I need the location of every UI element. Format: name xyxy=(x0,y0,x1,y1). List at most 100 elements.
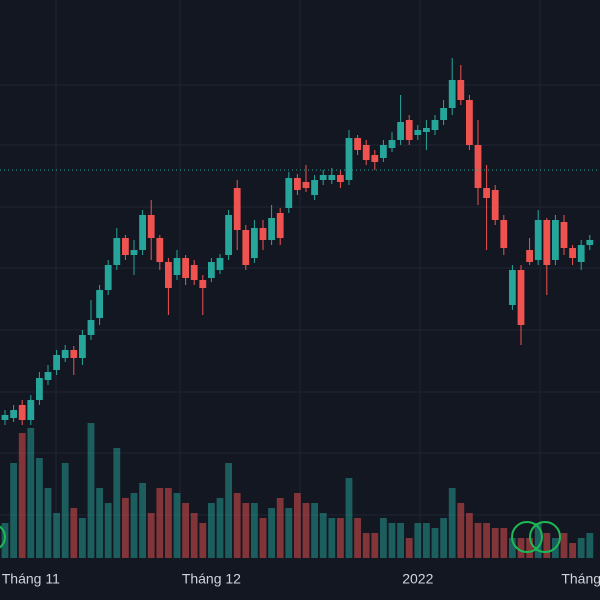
volume-bar xyxy=(380,518,387,558)
event-marker[interactable] xyxy=(0,524,6,550)
candle-body xyxy=(466,100,473,145)
volume-bar xyxy=(122,498,129,558)
candle-body xyxy=(362,145,370,160)
candle-body xyxy=(423,128,430,132)
volume-bar xyxy=(18,433,26,558)
candle-body xyxy=(457,80,465,100)
candle-body xyxy=(354,138,361,150)
candle-body xyxy=(10,410,17,418)
candle-body xyxy=(18,405,26,420)
candle-body xyxy=(199,280,207,288)
volume-bar xyxy=(96,488,103,558)
candle-body xyxy=(216,258,224,270)
volume-bar xyxy=(104,503,112,558)
candle-body xyxy=(276,213,284,238)
volume-bar xyxy=(491,528,499,558)
candle-body xyxy=(543,220,551,265)
candle-body xyxy=(268,218,275,240)
volume-bar xyxy=(509,538,516,558)
candle-body xyxy=(388,140,396,148)
candle-body xyxy=(560,222,568,248)
candle-body xyxy=(44,372,52,380)
candle-body xyxy=(302,182,310,188)
volume-bar xyxy=(225,463,232,558)
volume-bar xyxy=(251,503,258,558)
candle-body xyxy=(414,130,422,135)
candle-body xyxy=(156,238,164,262)
event-marker[interactable] xyxy=(511,521,543,553)
candle-body xyxy=(147,215,155,238)
candle-body xyxy=(96,290,103,318)
volume-bar xyxy=(27,428,35,558)
volume-bar xyxy=(233,493,241,558)
volume-bar xyxy=(560,533,568,558)
candle-body xyxy=(397,122,404,140)
volume-bar xyxy=(199,523,207,558)
candle-body xyxy=(328,175,336,180)
candle-body xyxy=(526,250,533,262)
candle-body xyxy=(440,108,447,120)
x-tick-label: Tháng 11 xyxy=(2,571,60,587)
candle-body xyxy=(122,238,129,255)
volume-bar xyxy=(534,523,542,558)
volume-bar xyxy=(345,478,353,558)
volume-bar xyxy=(440,518,447,558)
volume-bar xyxy=(388,523,396,558)
volume-bar xyxy=(466,513,473,558)
volume-bar xyxy=(259,518,267,558)
volume-bar xyxy=(156,488,164,558)
candle-body xyxy=(259,228,267,240)
candle-body xyxy=(534,220,542,260)
candle-body xyxy=(319,175,327,180)
volume-bar xyxy=(405,538,413,558)
volume-bar xyxy=(268,508,275,558)
candle-body xyxy=(517,270,525,325)
volume-bar xyxy=(79,518,86,558)
volume-bar xyxy=(87,423,95,558)
candle-body xyxy=(190,265,198,280)
volume-bar xyxy=(147,513,155,558)
candle-body xyxy=(104,265,112,290)
volume-bar xyxy=(302,503,310,558)
volume-bar xyxy=(173,493,181,558)
candle-body xyxy=(586,240,594,245)
candle-body xyxy=(448,80,456,108)
candle-body xyxy=(285,178,293,208)
candle-body xyxy=(474,145,482,188)
x-tick-label: 2022 xyxy=(402,571,433,587)
candle-body xyxy=(294,178,301,190)
volume-bar xyxy=(354,518,361,558)
volume-bar xyxy=(371,533,379,558)
volume-bar xyxy=(457,503,465,558)
volume-bar xyxy=(448,488,456,558)
candle-body xyxy=(61,350,69,358)
event-marker[interactable] xyxy=(529,521,561,553)
volume-bar xyxy=(474,523,482,558)
volume-bar xyxy=(311,503,318,558)
volume-bar xyxy=(414,523,422,558)
volume-bar xyxy=(500,528,508,558)
volume-bar xyxy=(517,538,525,558)
candle-body xyxy=(130,250,138,255)
volume-bar xyxy=(285,508,293,558)
volume-bar xyxy=(61,463,69,558)
candle-body xyxy=(70,350,78,358)
volume-bar xyxy=(526,538,533,558)
candle-body xyxy=(491,190,499,220)
candle-body xyxy=(500,220,508,248)
candle-body xyxy=(577,245,585,262)
volume-bar xyxy=(431,528,439,558)
candle-body xyxy=(311,180,318,195)
candle-body xyxy=(371,155,379,162)
candle-body xyxy=(36,378,43,400)
volume-bar xyxy=(216,498,224,558)
marks: Tháng 11 Tháng 12 2022 Tháng xyxy=(0,58,600,587)
volume-bar xyxy=(586,533,594,558)
candle-body xyxy=(182,258,189,278)
candle-body xyxy=(552,220,559,260)
volume-bar xyxy=(276,498,284,558)
volume-bar xyxy=(294,493,301,558)
x-tick-label: Tháng 12 xyxy=(182,571,241,587)
candle-body xyxy=(431,120,439,130)
